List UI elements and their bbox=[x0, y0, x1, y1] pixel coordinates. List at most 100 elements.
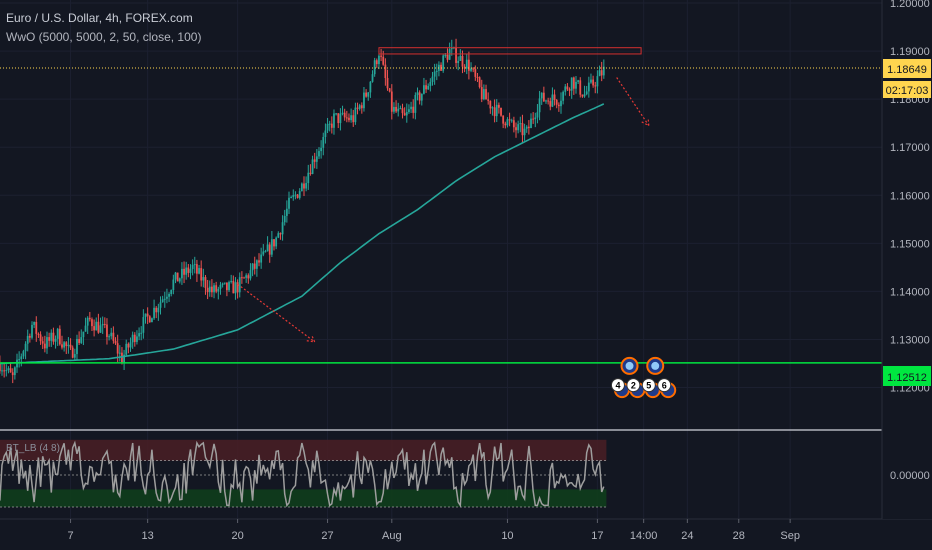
candle-body bbox=[298, 191, 301, 198]
candles-layer[interactable] bbox=[0, 38, 605, 384]
candle-body bbox=[48, 337, 51, 341]
candle-body bbox=[427, 85, 430, 90]
projection-arrow-head bbox=[641, 117, 650, 127]
candle-body bbox=[369, 81, 372, 93]
candle-body bbox=[73, 354, 76, 358]
candle-body bbox=[114, 340, 117, 344]
candle-body bbox=[333, 113, 335, 128]
candle-body bbox=[230, 280, 233, 283]
candle-body bbox=[485, 89, 487, 100]
time-tick-label: 7 bbox=[67, 530, 73, 542]
candle-body bbox=[144, 313, 147, 318]
candle-body bbox=[502, 115, 505, 124]
candle-body bbox=[273, 239, 275, 247]
candle-body bbox=[403, 113, 406, 116]
candle-body bbox=[568, 89, 571, 91]
candle-body bbox=[560, 100, 562, 107]
oscillator-pane bbox=[0, 439, 607, 508]
candle-body bbox=[562, 91, 565, 101]
candle-body bbox=[270, 239, 273, 255]
candle-body bbox=[446, 54, 449, 60]
candle-body bbox=[125, 343, 128, 355]
price-tick-label: 1.15000 bbox=[890, 238, 930, 250]
candle-body bbox=[313, 159, 316, 162]
candle-body bbox=[408, 109, 410, 112]
indicator-legend[interactable]: WwO (5000, 5000, 2, 50, close, 100) bbox=[6, 30, 202, 44]
candle-body bbox=[463, 66, 466, 69]
candle-body bbox=[204, 277, 207, 288]
candle-body bbox=[18, 359, 21, 361]
candle-body bbox=[5, 370, 8, 372]
candle-body bbox=[380, 55, 382, 57]
candle-body bbox=[198, 268, 200, 274]
candle-body bbox=[275, 237, 278, 247]
candle-body bbox=[493, 107, 496, 117]
candle-body bbox=[425, 85, 427, 90]
candle-body bbox=[371, 74, 374, 82]
wave-marker-label-bg[interactable] bbox=[641, 378, 656, 393]
wave-marker-label-bg[interactable] bbox=[626, 378, 641, 393]
candle-body bbox=[320, 147, 323, 152]
candle-body bbox=[95, 321, 98, 331]
countdown-label: 02:17:03 bbox=[886, 85, 929, 97]
candle-body bbox=[315, 156, 318, 162]
candle-body bbox=[65, 342, 68, 347]
candle-body bbox=[266, 244, 269, 252]
candle-body bbox=[202, 277, 205, 281]
candle-body bbox=[459, 55, 462, 61]
price-tick-label: 1.19000 bbox=[890, 46, 930, 58]
candle-body bbox=[395, 106, 397, 112]
candle-body bbox=[187, 267, 190, 273]
wave-marker-label-bg[interactable] bbox=[657, 378, 672, 393]
price-tick-label: 1.14000 bbox=[890, 286, 930, 298]
candle-body bbox=[35, 321, 38, 334]
time-tick-label: 24 bbox=[681, 530, 693, 542]
candle-body bbox=[579, 80, 582, 95]
candle-body bbox=[294, 194, 297, 196]
candle-body bbox=[423, 85, 425, 94]
candle-body bbox=[71, 347, 74, 358]
grid bbox=[0, 0, 882, 519]
candle-body bbox=[183, 268, 185, 275]
candle-body bbox=[455, 47, 457, 63]
candle-body bbox=[196, 264, 198, 274]
candle-body bbox=[193, 264, 196, 266]
oscillator-legend[interactable]: BT_LB (4 8) bbox=[6, 443, 60, 454]
candle-body bbox=[401, 108, 404, 114]
candle-body bbox=[178, 278, 181, 282]
candle-body bbox=[378, 55, 380, 65]
candle-body bbox=[433, 71, 436, 77]
candle-body bbox=[191, 264, 194, 270]
wave-marker-label-bg[interactable] bbox=[610, 378, 625, 393]
candle-body bbox=[504, 123, 507, 126]
candle-body bbox=[538, 98, 541, 113]
candle-body bbox=[181, 268, 183, 279]
candle-body bbox=[596, 76, 599, 87]
candle-body bbox=[247, 275, 250, 279]
candle-body bbox=[512, 120, 515, 128]
candle-body bbox=[382, 56, 385, 65]
candle-body bbox=[76, 338, 78, 355]
candle-body bbox=[211, 286, 213, 293]
candle-body bbox=[217, 288, 220, 292]
candle-body bbox=[82, 331, 85, 338]
candle-body bbox=[142, 317, 145, 333]
candle-body bbox=[523, 128, 526, 136]
candle-body bbox=[24, 343, 27, 352]
candle-body bbox=[577, 80, 580, 82]
candle-body bbox=[600, 70, 603, 76]
candle-body bbox=[416, 92, 419, 96]
projection-arrows[interactable] bbox=[237, 77, 650, 343]
resistance-box[interactable] bbox=[378, 47, 642, 55]
candle-body bbox=[545, 100, 547, 102]
oscillator-tick-label: 0.00000 bbox=[890, 470, 930, 482]
candle-body bbox=[106, 324, 108, 337]
candle-body bbox=[296, 194, 299, 198]
candle-body bbox=[360, 105, 363, 109]
candle-body bbox=[592, 79, 595, 86]
candle-body bbox=[200, 268, 203, 281]
candle-body bbox=[468, 59, 470, 71]
